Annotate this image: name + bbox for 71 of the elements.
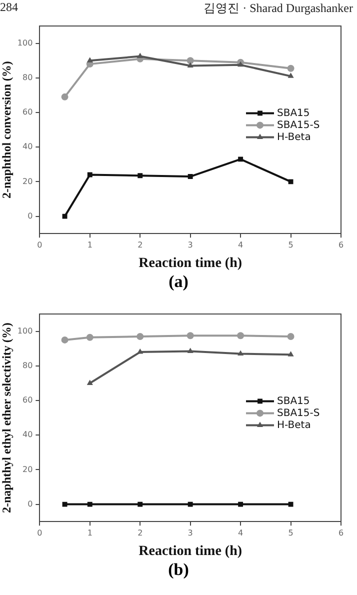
point xyxy=(86,380,93,385)
y-tick-label: 80 xyxy=(22,72,33,82)
x-tick-label: 5 xyxy=(288,240,294,250)
legend-label: H-Beta xyxy=(277,420,311,431)
point xyxy=(186,332,194,340)
y-tick-label: 60 xyxy=(22,108,33,117)
legend-label: SBA15-S xyxy=(277,120,320,131)
point xyxy=(87,502,92,507)
y-tick-label: 80 xyxy=(22,360,33,370)
x-axis-title: Reaction time (h) xyxy=(138,256,242,272)
point xyxy=(137,52,144,58)
point xyxy=(287,64,294,72)
legend-label: SBA15 xyxy=(277,396,310,407)
x-tick-label: 0 xyxy=(37,240,42,250)
y-tick-label: 0 xyxy=(28,211,33,220)
point xyxy=(188,502,193,507)
point xyxy=(288,351,294,356)
point xyxy=(86,57,93,62)
point xyxy=(288,72,294,78)
y-tick-label: 20 xyxy=(22,176,33,186)
point xyxy=(138,173,143,178)
x-tick-label: 2 xyxy=(138,528,143,538)
point xyxy=(288,179,294,184)
point xyxy=(238,61,244,67)
point xyxy=(237,332,244,340)
x-tick-label: 3 xyxy=(188,240,193,250)
x-tick-label: 3 xyxy=(188,528,193,538)
text: (b) xyxy=(167,560,190,580)
x-tick-label: 4 xyxy=(238,528,244,538)
x-tick-label: 4 xyxy=(238,240,244,250)
point xyxy=(138,502,143,507)
point xyxy=(87,172,92,178)
y-tick-label: 100 xyxy=(17,38,33,48)
y-tick-label: 40 xyxy=(22,430,33,440)
x-tick-label: 0 xyxy=(37,528,42,538)
point xyxy=(188,174,193,179)
text: 김영진 · Sharad Durgashanker xyxy=(204,0,353,15)
y-tick-label: 20 xyxy=(22,464,33,474)
x-tick-label: 6 xyxy=(338,528,344,538)
point xyxy=(137,348,144,354)
text: 284 xyxy=(0,0,18,14)
point xyxy=(238,502,244,507)
legend-label: SBA15-S xyxy=(277,408,320,419)
x-tick-label: 1 xyxy=(87,240,92,250)
x-tick-label: 5 xyxy=(288,528,294,538)
y-axis-title: 2-naphthol conversion (%) xyxy=(0,61,14,198)
point xyxy=(287,332,294,340)
legend-label: H-Beta xyxy=(277,132,311,143)
point xyxy=(187,348,194,353)
point xyxy=(86,334,94,341)
point xyxy=(62,214,68,219)
point xyxy=(136,332,144,340)
x-tick-label: 1 xyxy=(87,528,92,538)
point xyxy=(186,57,194,64)
x-tick-label: 6 xyxy=(338,240,344,250)
point xyxy=(61,93,68,100)
point xyxy=(238,156,244,162)
legend-label: SBA15 xyxy=(277,108,310,119)
y-tick-label: 100 xyxy=(17,326,33,336)
point xyxy=(62,502,68,507)
x-tick-label: 2 xyxy=(138,240,143,250)
point xyxy=(187,62,194,68)
y-axis-title: 2-naphthyl ethyl ether selectivity (%) xyxy=(0,322,14,514)
x-axis-title: Reaction time (h) xyxy=(138,544,242,560)
point xyxy=(238,350,244,356)
y-tick-label: 40 xyxy=(22,142,33,152)
point xyxy=(61,336,68,344)
point xyxy=(288,502,294,507)
y-tick-label: 0 xyxy=(28,499,33,508)
text: (a) xyxy=(168,272,190,292)
y-tick-label: 60 xyxy=(22,396,33,405)
